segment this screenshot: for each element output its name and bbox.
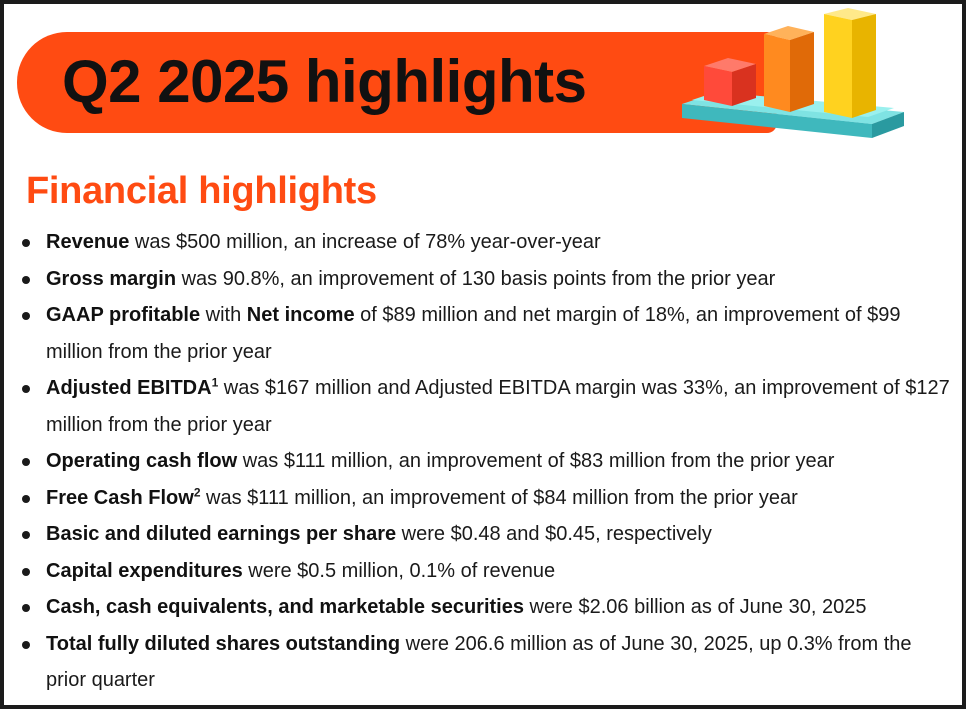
item-label: Free Cash Flow [46,486,194,509]
section-title: Financial highlights [26,170,377,212]
bullet-icon [22,239,30,247]
footnote-marker: 1 [211,375,219,390]
bullet-icon [22,385,30,393]
list-item: Gross margin was 90.8%, an improvement o… [4,261,962,298]
bullet-icon [22,458,30,466]
list-item: Cash, cash equivalents, and marketable s… [4,589,962,626]
bullet-icon [22,312,30,320]
item-label: Adjusted EBITDA [46,377,212,399]
item-text: was $111 million, an improvement of $84 … [200,486,798,509]
item-text: was $111 million, an improvement of $83 … [237,450,835,472]
list-item: Adjusted EBITDA1 was $167 million and Ad… [4,370,962,443]
list-item: Total fully diluted shares outstanding w… [4,626,962,699]
item-text: were $0.5 million, 0.1% of revenue [242,559,556,582]
item-label: Gross margin [46,267,177,290]
list-item: GAAP profitable with Net income of $89 m… [4,297,962,370]
item-label: Capital expenditures [46,559,243,582]
list-item: Operating cash flow was $111 million, an… [4,443,962,480]
item-label: Operating cash flow [46,450,238,472]
bullet-icon [22,604,30,612]
item-label: Cash, cash equivalents, and marketable s… [46,596,524,618]
bullet-icon [22,275,30,284]
footnote-marker: 2 [193,484,201,499]
title-banner [17,32,777,133]
item-text: were 206.6 million as of June 30, 2025, … [46,632,912,692]
list-item: Capital expenditures were $0.5 million, … [4,553,962,590]
item-text: with [200,304,247,326]
bullet-icon [22,531,30,539]
item-text-2: of $89 million and net margin of 18%, an… [46,304,901,363]
list-item: Free Cash Flow2 was $111 million, an imp… [4,480,962,517]
bar-chart-3d-icon [682,8,904,138]
item-label: Revenue [46,231,130,253]
item-text: were $0.48 and $0.45, respectively [396,523,712,545]
item-label: Basic and diluted earnings per share [46,523,397,545]
item-label-2: Net income [246,304,355,326]
item-text: was $500 million, an increase of 78% yea… [129,231,601,253]
page-title: Q2 2025 highlights [62,48,587,115]
item-text: were $2.06 billion as of June 30, 2025 [524,596,867,618]
item-label: GAAP profitable [46,304,201,326]
list-item: Revenue was $500 million, an increase of… [4,224,962,261]
item-text: was 90.8%, an improvement of 130 basis p… [176,267,776,290]
bullet-icon [22,567,30,576]
item-text: was $167 million and Adjusted EBITDA mar… [46,377,950,436]
bullet-icon [22,494,30,503]
highlights-list: Revenue was $500 million, an increase of… [4,224,962,699]
list-item: Basic and diluted earnings per share wer… [4,516,962,553]
item-label: Total fully diluted shares outstanding [46,632,401,655]
bullet-icon [22,640,30,649]
